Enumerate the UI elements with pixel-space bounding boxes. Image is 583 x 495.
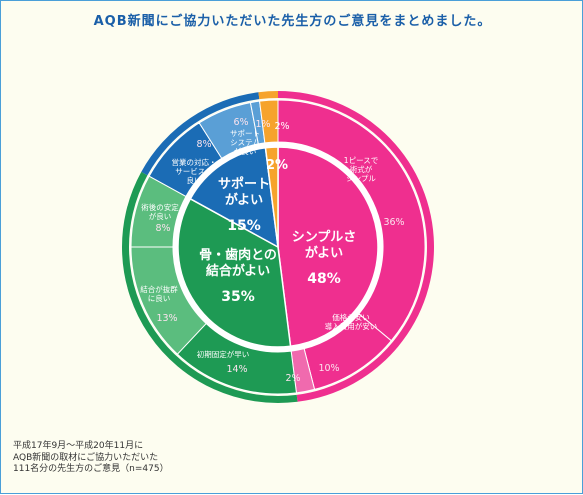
outer-label-line-2: が良い — [149, 211, 172, 221]
outer-label-line-1: 術後の安定 — [141, 202, 179, 212]
footnote-line-1: 平成17年9月〜平成20年11月に — [13, 441, 144, 451]
outer-value-label: 6% — [233, 117, 248, 128]
rim-segment — [121, 171, 298, 404]
outer-value-label: 8% — [196, 139, 211, 150]
inner-label-line-1: サポート — [218, 176, 270, 192]
inner-slice — [177, 197, 292, 348]
ring-divider — [173, 142, 383, 352]
inner-label-line-1: シンプルさ — [292, 230, 357, 245]
outer-label-line-1: サポート — [230, 129, 260, 138]
footnote-line-2: AQB新聞の取材にご協力いただいた — [13, 452, 159, 463]
footnote: 平成17年9月〜平成20年11月に AQB新聞の取材にご協力いただいた 111名… — [13, 441, 169, 476]
outer-value-label: 14% — [226, 364, 247, 375]
outer-value-label: 2% — [285, 373, 300, 384]
inner-label-line-2: がよい — [305, 245, 343, 261]
chart-title: AQB新聞にご協力いただいた先生方のご意見をまとめました。 — [93, 14, 492, 29]
inner-value-label: 2% — [266, 158, 288, 173]
inner-label-line-2: がよい — [225, 192, 263, 208]
outer-label-line-2: 導入費用が安い — [325, 321, 378, 331]
outer-label-line-1: 営業の対応・ — [172, 157, 217, 167]
outer-label-line-2: サービスが — [175, 166, 213, 176]
footnote-line-3: 111名分の先生方のご意見（n=475） — [13, 464, 169, 474]
outer-label-line-1: 結合が抜群 — [140, 284, 178, 294]
inner-value-label: 35% — [221, 289, 255, 305]
inner-label-line-2: 結合がよい — [206, 263, 270, 279]
outer-value-label: 10% — [318, 363, 339, 374]
outer-slice — [277, 99, 426, 342]
inner-slice — [277, 146, 379, 348]
outer-value-label: 2% — [274, 121, 289, 132]
inner-value-label: 48% — [307, 271, 341, 287]
outer-label-line-1: 初期固定が早い — [197, 349, 250, 359]
inner-label-line-1: 骨・歯肉との — [199, 247, 277, 263]
inner-slice — [264, 146, 279, 248]
outer-slice — [259, 99, 279, 144]
outer-label-line-2: システム — [230, 138, 260, 147]
outer-label-line-3: が良い — [234, 146, 257, 156]
inner-slice — [189, 146, 279, 249]
outer-label-line-2: に良い — [148, 293, 171, 303]
outer-label-line-1: 1ピースで — [344, 156, 378, 165]
outer-label-line-3: シンプル — [346, 174, 376, 183]
outer-value-label: 8% — [155, 223, 170, 234]
outer-label-line-3: 良い — [187, 175, 202, 185]
inner-value-label: 15% — [227, 218, 261, 234]
outer-value-label: 13% — [156, 313, 177, 324]
outer-label-line-1: 価格が安い — [332, 312, 370, 322]
outer-label-line-2: 術式が — [350, 164, 373, 174]
outer-value-label: 1% — [255, 119, 270, 130]
outer-value-label: 36% — [383, 217, 404, 228]
rim-segment — [258, 91, 278, 100]
rim-segment — [141, 92, 260, 176]
